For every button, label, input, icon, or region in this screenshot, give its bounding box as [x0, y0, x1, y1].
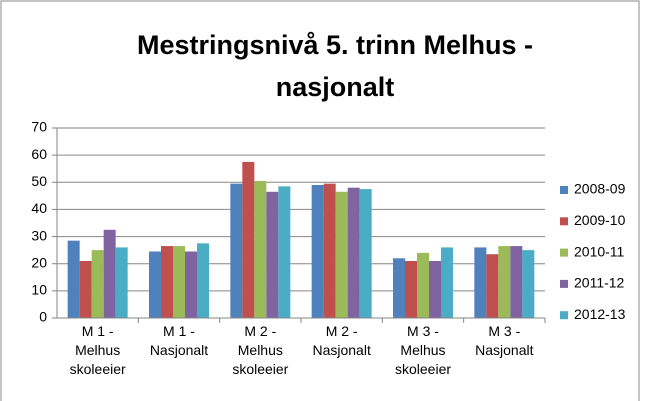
- bar: [115, 247, 128, 318]
- bar: [254, 180, 267, 318]
- y-tick-label: 40: [31, 200, 47, 216]
- bar: [161, 246, 173, 318]
- x-tick-label: M 1 - Nasjonalt: [149, 323, 209, 358]
- bar: [278, 186, 291, 318]
- y-tick-label: 60: [31, 146, 47, 162]
- bar: [242, 161, 255, 318]
- x-tick-label: M 1 - Melhus skoleeier: [69, 323, 126, 377]
- bar: [149, 251, 161, 318]
- bar: [441, 247, 453, 318]
- bar: [347, 187, 360, 318]
- legend-label: 2010-11: [574, 243, 625, 259]
- bar: [359, 189, 372, 318]
- legend-label: 2011-12: [574, 275, 625, 291]
- legend-label: 2012-13: [574, 306, 626, 322]
- y-tick-label: 10: [31, 282, 47, 298]
- bar: [311, 185, 324, 318]
- y-tick-label: 0: [39, 309, 47, 325]
- legend-label: 2008-09: [574, 181, 626, 197]
- legend-swatch: [560, 279, 568, 288]
- bar: [429, 261, 441, 318]
- bar: [103, 229, 116, 318]
- legend-label: 2009-10: [574, 212, 626, 228]
- bar: [79, 261, 92, 318]
- y-tick-label: 20: [31, 254, 47, 270]
- chart-title: Mestringsnivå 5. trinn Melhus - nasjonal…: [136, 30, 534, 102]
- bar: [230, 183, 243, 318]
- bar: [266, 191, 279, 318]
- bar: [335, 191, 348, 318]
- bar: [522, 250, 535, 318]
- bar: [405, 261, 417, 318]
- bar: [91, 250, 104, 318]
- bar: [417, 252, 429, 318]
- bar: [173, 246, 185, 318]
- legend-swatch: [560, 186, 568, 194]
- bar: [323, 183, 336, 318]
- bar: [67, 240, 80, 318]
- bar: [197, 243, 209, 318]
- bar: [474, 247, 487, 318]
- bar: [510, 246, 523, 318]
- x-tick-label: M 3 - Melhus skoleeier: [394, 323, 452, 377]
- legend-swatch: [560, 311, 568, 320]
- bar: [393, 258, 405, 318]
- legend-swatch: [560, 248, 568, 257]
- x-tick-label: M 2 - Nasjonalt: [312, 323, 371, 358]
- y-tick-label: 50: [31, 173, 47, 189]
- x-tick-label: M 2 - Melhus skoleeier: [232, 323, 289, 377]
- x-tick-label: M 3 - Nasjonalt: [475, 323, 534, 358]
- bar: [185, 251, 197, 318]
- y-tick-label: 30: [31, 227, 47, 243]
- legend-swatch: [560, 217, 568, 226]
- bar: [498, 246, 511, 318]
- y-tick-label: 70: [31, 119, 47, 135]
- bar: [486, 254, 499, 318]
